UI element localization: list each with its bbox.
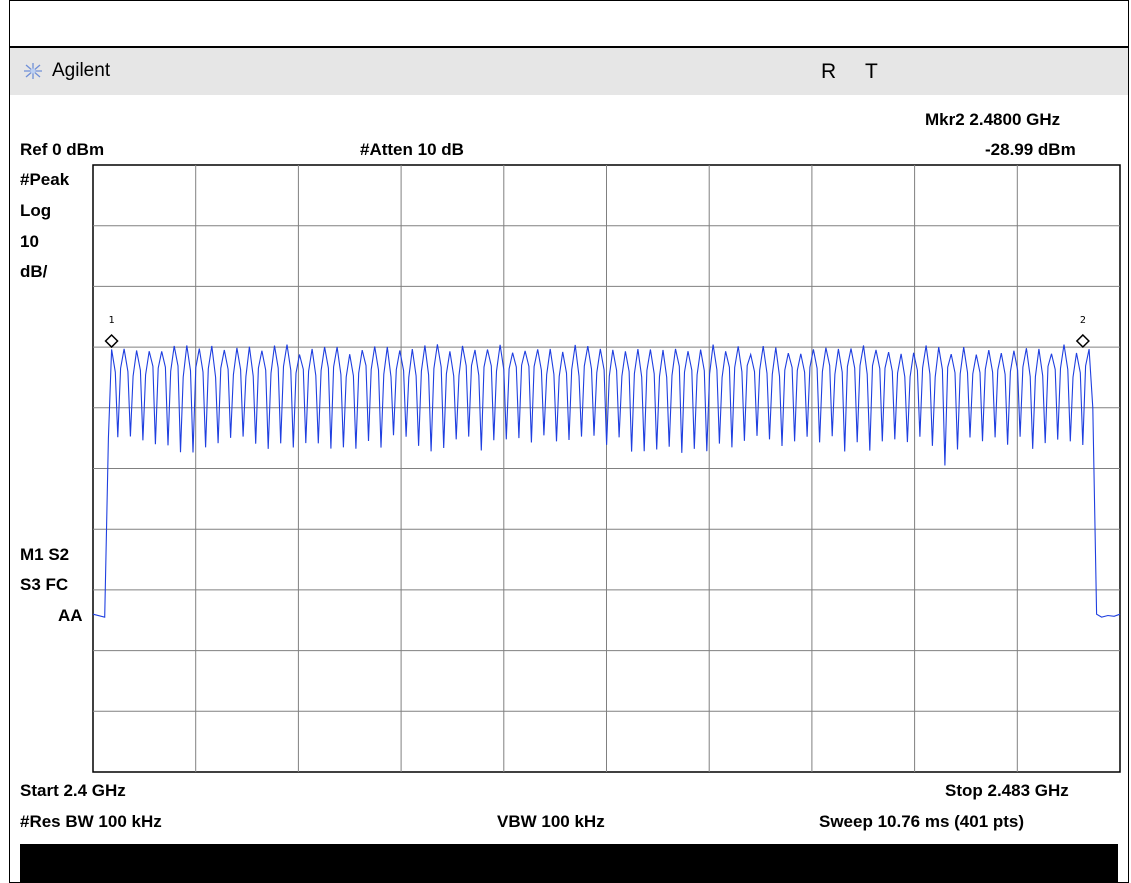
scale-type: Log (20, 201, 52, 220)
attenuation: #Atten 10 dB (360, 140, 464, 159)
brand: Agilent (20, 60, 110, 82)
sweep-time: Sweep 10.76 ms (401 pts) (819, 812, 1025, 831)
resolution-bandwidth: #Res BW 100 kHz (20, 812, 162, 831)
softkey-bar (20, 844, 1118, 883)
detector-mode: #Peak (20, 170, 70, 189)
top-strip (9, 0, 1129, 47)
marker-status-1: M1 S2 (20, 545, 70, 564)
marker-2-label: 2 (1080, 315, 1086, 326)
brand-name: Agilent (52, 60, 111, 81)
scale-unit: dB/ (20, 262, 48, 281)
marker-1-diamond (104, 333, 119, 349)
spectrum-trace (92, 344, 1121, 618)
ref-level: Ref 0 dBm (20, 140, 105, 159)
scale-value: 10 (20, 232, 39, 251)
analyzer-header (10, 47, 1128, 95)
marker-status-3: AA (58, 606, 83, 625)
start-frequency: Start 2.4 GHz (20, 781, 126, 800)
marker-amplitude-readout: -28.99 dBm (985, 140, 1076, 159)
status-t: T (865, 60, 878, 83)
video-bandwidth: VBW 100 kHz (497, 812, 605, 831)
marker-1-label: 1 (109, 315, 115, 326)
status-r: R (821, 60, 837, 83)
marker-frequency-readout: Mkr2 2.4800 GHz (925, 110, 1061, 129)
marker-status-2: S3 FC (20, 575, 69, 594)
agilent-spark-icon (24, 63, 42, 79)
stop-frequency: Stop 2.483 GHz (945, 781, 1069, 800)
marker-2-diamond (1075, 333, 1090, 349)
